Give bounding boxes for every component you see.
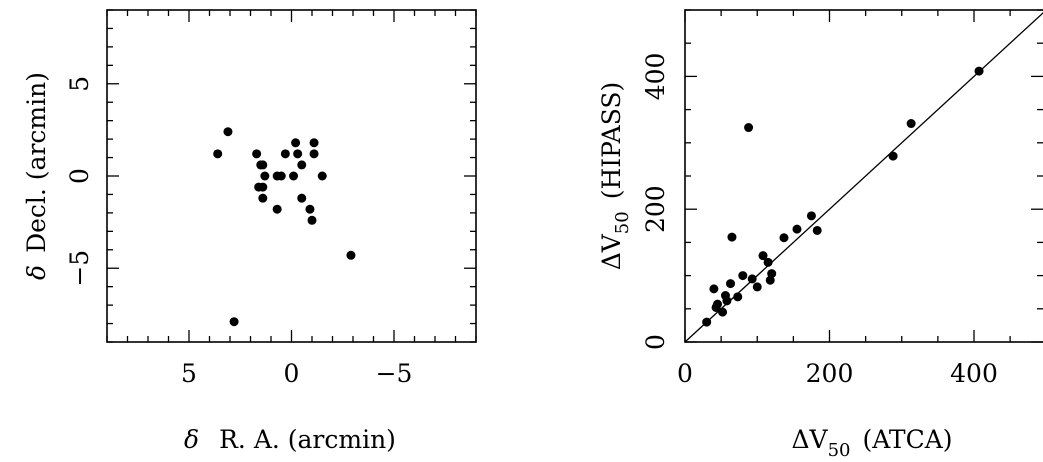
right-y-axis-label: ΔV50 (HIPASS)	[597, 82, 633, 271]
right-data-point	[727, 232, 737, 242]
left-data-point	[258, 182, 268, 192]
left-points	[213, 127, 356, 327]
right-data-point	[792, 224, 802, 234]
right-x-axis-label: ΔV50 (ATCA)	[791, 425, 952, 461]
right-x-tick-label: 400	[950, 359, 998, 388]
left-x-tick-label: −5	[376, 359, 413, 388]
right-data-point	[726, 279, 736, 289]
right-data-point	[752, 282, 762, 292]
right-data-point	[733, 292, 743, 302]
left-data-point	[258, 193, 268, 203]
left-y-tick-label: 0	[65, 168, 94, 184]
left-tick-labels: 5 0 −5 5 0 −5	[65, 76, 412, 388]
left-data-point	[223, 127, 233, 137]
left-data-point	[309, 138, 319, 148]
left-data-point	[346, 250, 356, 260]
right-y-tick-label: 0	[641, 334, 670, 350]
right-y-axis-symbol: ΔV	[597, 233, 626, 270]
right-ticks	[684, 9, 1043, 343]
right-data-point	[718, 307, 728, 317]
left-data-point	[260, 171, 270, 181]
right-x-tick-label: 0	[677, 359, 693, 388]
right-y-tick-label: 400	[641, 53, 670, 101]
left-data-point	[305, 204, 315, 214]
right-tick-labels: 0 200 400 0 200 400	[641, 53, 998, 388]
left-x-axis-label: δ R. A. (arcmin)	[184, 425, 396, 454]
right-y-tick-label: 200	[641, 185, 670, 233]
right-data-point	[974, 66, 984, 76]
left-data-point	[276, 171, 286, 181]
right-data-point	[767, 269, 777, 279]
left-data-point	[291, 138, 301, 148]
left-y-axis-text: Decl. (arcmin)	[22, 72, 51, 253]
left-x-tick-label: 0	[284, 359, 300, 388]
right-x-axis-text: (ATCA)	[862, 425, 952, 454]
left-y-tick-label: 5	[65, 76, 94, 92]
left-x-axis-text: R. A. (arcmin)	[219, 425, 396, 454]
left-data-point	[272, 204, 282, 214]
right-data-point	[906, 119, 916, 129]
left-x-axis-symbol: δ	[184, 425, 199, 454]
reference-line-y-equals-x	[684, 12, 1043, 343]
left-data-point	[289, 171, 299, 181]
left-data-point	[307, 215, 317, 225]
left-ticks	[106, 9, 477, 343]
right-x-axis-symbol: ΔV	[791, 425, 828, 454]
right-data-point	[758, 251, 768, 261]
right-data-point	[888, 151, 898, 161]
left-data-point	[252, 149, 262, 159]
right-data-point	[702, 317, 712, 327]
left-data-point	[317, 171, 327, 181]
right-data-point	[744, 123, 754, 133]
right-data-point	[812, 225, 822, 235]
right-data-point	[763, 257, 773, 267]
right-data-point	[709, 284, 719, 294]
left-data-point	[229, 317, 239, 327]
left-data-point	[280, 149, 290, 159]
right-data-point	[806, 211, 816, 221]
left-data-point	[309, 149, 319, 159]
right-data-point	[713, 299, 723, 309]
left-data-point	[297, 160, 307, 170]
right-x-axis-subscript: 50	[828, 440, 851, 461]
right-data-point	[738, 271, 748, 281]
right-points	[702, 66, 984, 327]
right-x-tick-label: 200	[806, 359, 854, 388]
right-data-point	[747, 274, 757, 284]
left-data-point	[258, 160, 268, 170]
right-y-axis-text: (HIPASS)	[597, 82, 626, 200]
right-y-axis-subscript: 50	[612, 211, 633, 234]
right-data-point	[722, 296, 732, 306]
right-data-point	[779, 233, 789, 243]
left-y-axis-label: δ Decl. (arcmin)	[22, 72, 51, 280]
left-data-point	[293, 149, 303, 159]
left-y-axis-symbol: δ	[22, 265, 51, 280]
left-data-point	[297, 193, 307, 203]
left-data-point	[213, 149, 223, 159]
left-x-tick-label: 5	[181, 359, 197, 388]
left-y-tick-label: −5	[65, 250, 94, 287]
left-panel: 5 0 −5 5 0 −5 δ R. A. (arcmin) δ Decl. (arcmin)	[22, 9, 477, 454]
